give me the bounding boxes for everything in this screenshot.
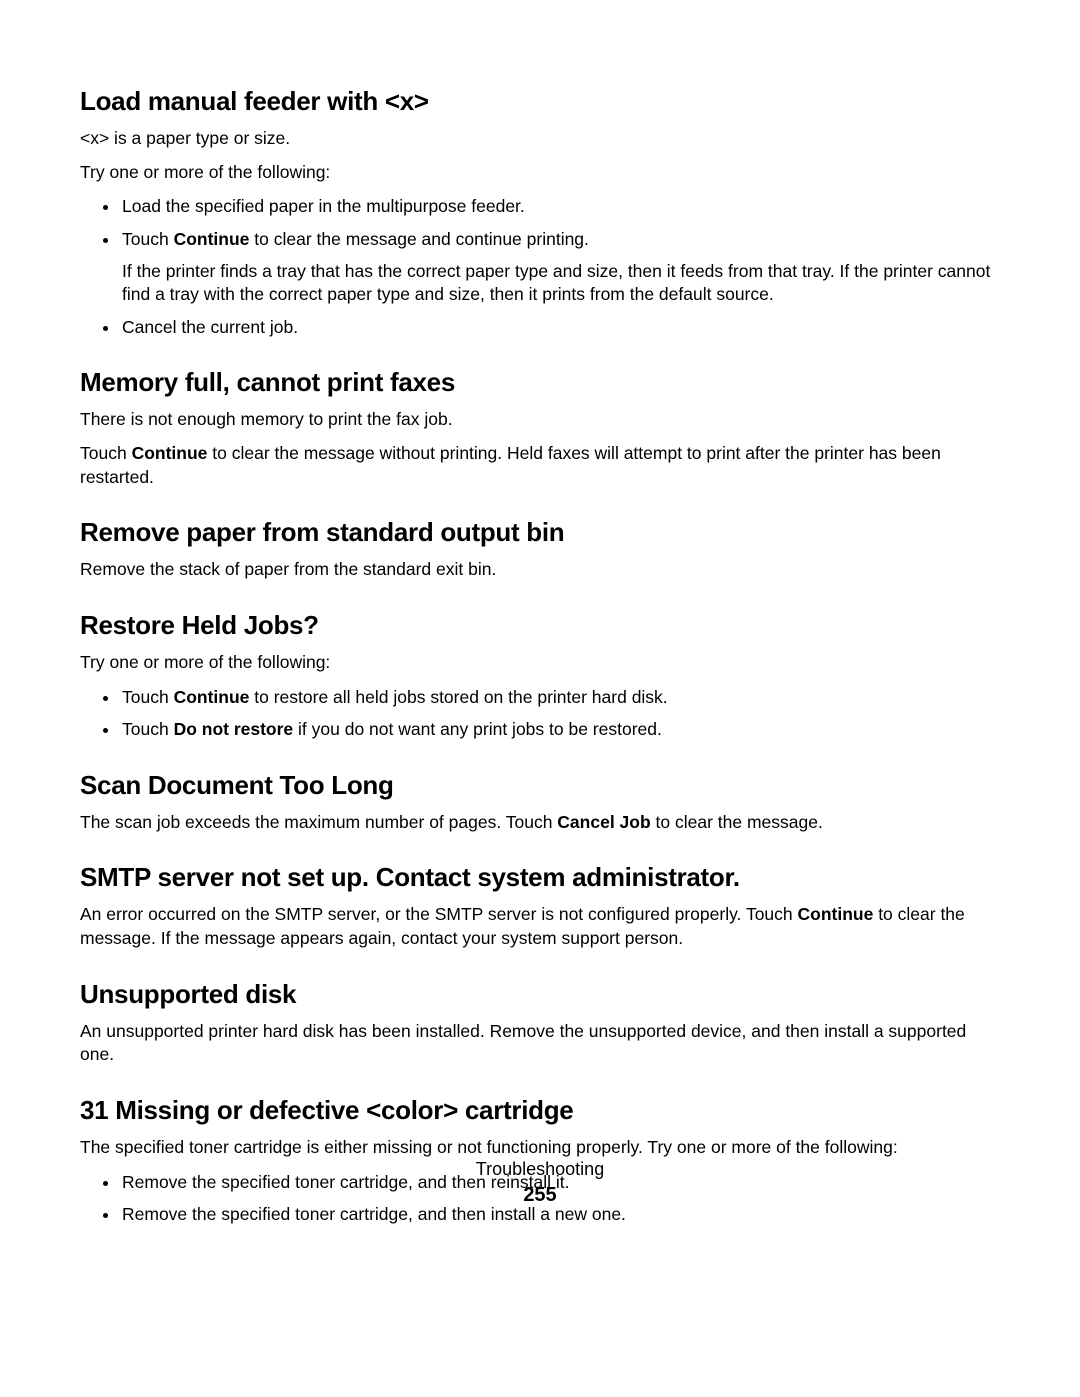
footer-page-number: 255 bbox=[0, 1184, 1080, 1207]
document-page: Load manual feeder with <x> <x> is a pap… bbox=[0, 0, 1080, 1397]
paragraph: The specified toner cartridge is either … bbox=[80, 1136, 1000, 1160]
page-footer: Troubleshooting 255 bbox=[0, 1159, 1080, 1207]
footer-section-label: Troubleshooting bbox=[0, 1159, 1080, 1180]
heading-remove-paper: Remove paper from standard output bin bbox=[80, 517, 1000, 548]
paragraph: The scan job exceeds the maximum number … bbox=[80, 811, 1000, 835]
bullet-list: Load the specified paper in the multipur… bbox=[80, 194, 1000, 339]
list-item: Load the specified paper in the multipur… bbox=[120, 194, 1000, 219]
heading-smtp-server: SMTP server not set up. Contact system a… bbox=[80, 862, 1000, 893]
heading-restore-held-jobs: Restore Held Jobs? bbox=[80, 610, 1000, 641]
paragraph: There is not enough memory to print the … bbox=[80, 408, 1000, 432]
paragraph: Try one or more of the following: bbox=[80, 651, 1000, 675]
paragraph: An error occurred on the SMTP server, or… bbox=[80, 903, 1000, 950]
heading-memory-full: Memory full, cannot print faxes bbox=[80, 367, 1000, 398]
list-item: Touch Continue to clear the message and … bbox=[120, 227, 1000, 307]
heading-load-manual-feeder: Load manual feeder with <x> bbox=[80, 86, 1000, 117]
bullet-list: Touch Continue to restore all held jobs … bbox=[80, 685, 1000, 742]
heading-scan-document-too-long: Scan Document Too Long bbox=[80, 770, 1000, 801]
heading-unsupported-disk: Unsupported disk bbox=[80, 979, 1000, 1010]
paragraph: <x> is a paper type or size. bbox=[80, 127, 1000, 151]
paragraph: Touch Continue to clear the message with… bbox=[80, 442, 1000, 489]
heading-missing-cartridge: 31 Missing or defective <color> cartridg… bbox=[80, 1095, 1000, 1126]
list-item-paragraph: If the printer finds a tray that has the… bbox=[122, 260, 1000, 307]
list-item: Touch Do not restore if you do not want … bbox=[120, 717, 1000, 742]
paragraph: Try one or more of the following: bbox=[80, 161, 1000, 185]
list-item: Touch Continue to restore all held jobs … bbox=[120, 685, 1000, 710]
list-item: Cancel the current job. bbox=[120, 315, 1000, 340]
paragraph: Remove the stack of paper from the stand… bbox=[80, 558, 1000, 582]
paragraph: An unsupported printer hard disk has bee… bbox=[80, 1020, 1000, 1067]
